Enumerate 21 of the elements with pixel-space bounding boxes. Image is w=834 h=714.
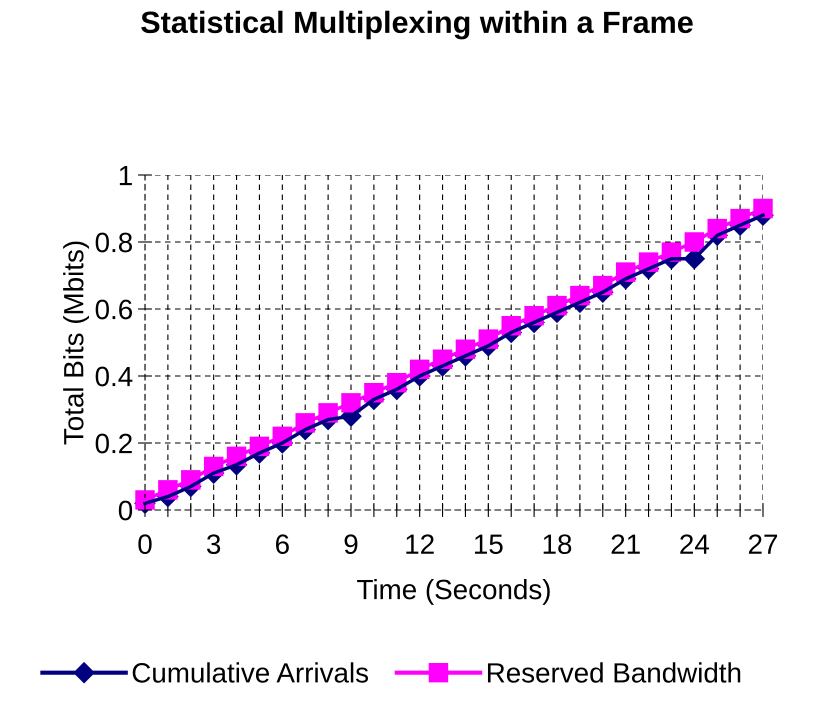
x-tick-label: 0 — [138, 534, 152, 554]
y-tick-label: 0.2 — [96, 434, 132, 454]
x-tick-label: 15 — [475, 534, 503, 554]
x-tick-label: 24 — [680, 534, 709, 554]
y-axis-title: Total Bits (Mbits) — [63, 242, 90, 445]
x-axis-title: Time (Seconds) — [357, 578, 550, 605]
y-tick-label: 0.6 — [96, 300, 132, 320]
x-tick-label: 18 — [544, 534, 572, 554]
x-tick-label: 3 — [207, 534, 220, 554]
x-tick-label: 27 — [748, 534, 778, 554]
y-tick-label: 0 — [118, 500, 132, 520]
legend-label: Reserved Bandwidth — [488, 662, 740, 683]
x-tick-label: 21 — [612, 534, 640, 554]
chart-title: Statistical Multiplexing within a Frame — [141, 10, 693, 40]
x-tick-label: 12 — [406, 534, 434, 554]
x-tick-label: 6 — [276, 534, 289, 554]
y-tick-label: 1 — [120, 166, 132, 186]
legend-label: Cumulative Arrivals — [132, 662, 368, 683]
y-tick-label: 0.4 — [96, 366, 132, 386]
x-tick-label: 9 — [344, 534, 358, 554]
y-tick-label: 0.8 — [96, 232, 132, 252]
